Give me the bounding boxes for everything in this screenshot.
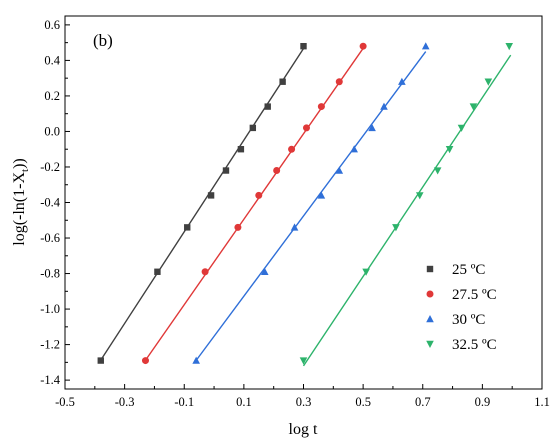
x-tick-label: -0.3 — [115, 395, 135, 409]
x-tick-label: -0.5 — [55, 395, 75, 409]
data-point-series-1 — [300, 42, 307, 50]
data-point-series-2 — [288, 145, 296, 153]
data-point-series-2 — [255, 191, 263, 199]
data-point-series-3 — [350, 145, 358, 153]
x-tick-label: 0.5 — [355, 395, 371, 409]
legend-marker — [426, 315, 434, 323]
data-point-series-3 — [368, 123, 376, 132]
data-point-series-1 — [222, 167, 230, 174]
data-point-series-1 — [264, 103, 271, 110]
data-point-series-2 — [141, 357, 149, 365]
data-point-series-2 — [273, 167, 281, 175]
plot-frame — [64, 15, 543, 390]
data-point-series-2 — [234, 223, 242, 231]
y-axis-label-end: )) — [11, 158, 28, 169]
y-axis-label: log(-ln(1-Xt)) — [11, 158, 31, 245]
data-point-series-3 — [260, 267, 269, 275]
y-tick-label: 0.4 — [44, 53, 60, 67]
data-point-series-4 — [392, 224, 400, 232]
x-tick-label: 0.7 — [415, 395, 431, 409]
data-point-series-3 — [335, 166, 344, 174]
legend: 25 ºC 27.5 ºC 30 ºC 32.5 ºC — [426, 262, 497, 353]
y-axis-label-main: log(-ln(1-X — [11, 172, 28, 246]
legend-label: 30 ºC — [452, 312, 485, 328]
data-points — [97, 42, 514, 365]
data-point-series-1 — [97, 357, 104, 364]
data-point-series-4 — [505, 42, 514, 51]
legend-label: 32.5 ºC — [452, 337, 497, 353]
y-tick-label: 0.6 — [44, 18, 60, 32]
data-point-series-1 — [249, 124, 257, 132]
data-point-series-4 — [299, 357, 308, 365]
data-point-series-3 — [380, 102, 388, 110]
x-tick-label: 0.9 — [475, 395, 491, 409]
legend-label: 25 ºC — [452, 262, 485, 278]
legend-marker — [426, 290, 434, 298]
data-point-series-3 — [317, 191, 326, 199]
data-point-series-3 — [398, 77, 406, 85]
y-tick-label: 0.0 — [44, 124, 60, 138]
y-tick-label: -1.0 — [40, 302, 60, 316]
y-tick-label: -1.4 — [40, 373, 61, 387]
legend-marker — [426, 340, 434, 348]
data-point-series-1 — [207, 192, 215, 199]
data-point-series-4 — [445, 146, 454, 154]
data-point-series-4 — [469, 103, 478, 111]
x-axis-label: log t — [289, 421, 318, 438]
x-axis: -0.5 -0.3 -0.1 0.1 0.3 0.5 0.7 0.9 1.1 — [55, 384, 550, 409]
data-point-series-3 — [192, 356, 200, 364]
y-axis: 0.6 0.4 0.2 0.0 -0.2 -0.4 -0.6 -0.8 -1.0 -1.2 -1.4 — [40, 18, 70, 387]
y-axis-label-subscript: t — [19, 169, 31, 172]
y-tick-label: -1.2 — [40, 338, 60, 352]
fit-line-series-1 — [98, 45, 306, 363]
x-tick-label: 0.3 — [296, 395, 312, 409]
data-point-series-2 — [335, 78, 343, 86]
data-point-series-2 — [317, 103, 325, 111]
data-point-series-1 — [154, 268, 161, 275]
fit-line-series-3 — [194, 51, 427, 363]
fit-line-series-2 — [143, 45, 366, 363]
panel-label: (b) — [93, 31, 113, 50]
data-point-series-4 — [484, 78, 493, 86]
data-point-series-4 — [415, 192, 424, 200]
data-point-series-1 — [184, 224, 191, 231]
data-point-series-2 — [302, 124, 310, 132]
data-point-series-4 — [433, 167, 442, 175]
data-point-series-4 — [362, 268, 370, 276]
legend-marker — [426, 265, 434, 273]
x-tick-label: 1.1 — [534, 395, 550, 409]
data-point-series-2 — [201, 268, 209, 276]
x-tick-label: -0.1 — [174, 395, 194, 409]
fit-lines — [98, 45, 512, 367]
y-tick-label: -0.8 — [40, 267, 60, 281]
legend-label: 27.5 ºC — [452, 287, 497, 303]
data-point-series-2 — [359, 42, 367, 50]
data-point-series-3 — [421, 42, 430, 50]
fit-line-series-4 — [302, 54, 512, 367]
data-point-series-3 — [290, 223, 299, 231]
data-point-series-1 — [237, 146, 245, 153]
y-tick-label: -0.4 — [40, 196, 61, 210]
y-tick-label: -0.2 — [40, 160, 60, 174]
y-tick-label: -0.6 — [40, 231, 60, 245]
x-tick-label: 0.1 — [236, 395, 252, 409]
data-point-series-4 — [457, 124, 466, 132]
y-tick-label: 0.2 — [44, 89, 60, 103]
data-point-series-1 — [279, 78, 286, 85]
